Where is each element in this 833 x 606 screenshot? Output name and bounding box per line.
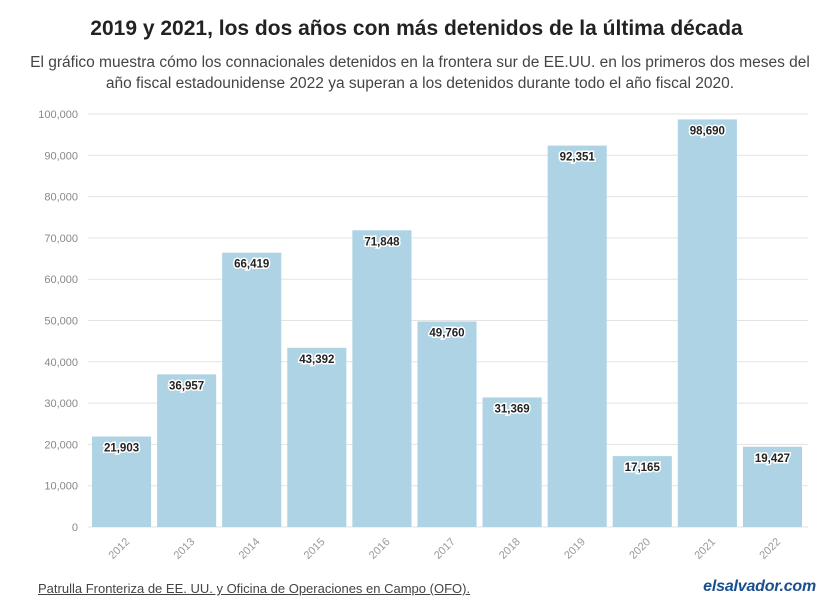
- x-tick-label: 2020: [627, 536, 653, 562]
- bar-2016: [352, 230, 412, 527]
- value-label: 36,957: [169, 380, 204, 392]
- value-label: 17,165: [625, 462, 661, 474]
- value-label: 21,903: [104, 443, 139, 455]
- chart-title: 2019 y 2021, los dos años con más deteni…: [90, 17, 743, 40]
- x-tick-label: 2018: [497, 536, 523, 562]
- y-tick-label: 90,000: [44, 150, 78, 162]
- x-tick-label: 2013: [172, 536, 198, 562]
- bar-2018: [482, 397, 542, 527]
- y-axis-ticks: 0 10,000 20,000 30,000 40,000 50,000 60,000 70,…: [38, 109, 78, 534]
- x-tick-label: 2012: [107, 536, 133, 562]
- bar-2020: [612, 456, 672, 527]
- x-tick-label: 2017: [432, 536, 458, 562]
- value-label: 71,848: [364, 236, 400, 248]
- chart-subtitle: El gráfico muestra cómo los connacionale…: [30, 54, 810, 92]
- bar-2022: [742, 446, 802, 527]
- value-label: 98,690: [690, 125, 725, 137]
- bar-2013: [157, 374, 217, 527]
- y-tick-label: 30,000: [44, 398, 78, 410]
- bar-2012: [92, 436, 152, 527]
- y-tick-label: 60,000: [44, 274, 78, 286]
- bar-2014: [222, 252, 282, 528]
- bar-2017: [417, 321, 477, 527]
- value-label: 43,392: [299, 354, 334, 366]
- x-tick-label: 2021: [692, 536, 718, 562]
- value-label: 31,369: [494, 403, 529, 415]
- y-tick-label: 80,000: [44, 192, 78, 204]
- x-tick-label: 2016: [367, 536, 393, 562]
- value-labels: 21,903 36,957 66,419 43,392 71,848 49,760 31,3…: [102, 124, 791, 476]
- x-tick-label: 2019: [562, 536, 588, 562]
- bar-chart: 0 10,000 20,000 30,000 40,000 50,000 60,000 70,…: [38, 109, 808, 562]
- x-axis-ticks: 2012 2013 2014 2015 2016 2017 2018 2019 2020 2021…: [107, 536, 784, 562]
- value-label: 66,419: [234, 259, 269, 271]
- y-tick-label: 100,000: [38, 109, 78, 121]
- y-tick-label: 20,000: [44, 439, 78, 451]
- bar-2015: [287, 347, 347, 527]
- y-tick-label: 50,000: [44, 316, 78, 328]
- value-label: 92,351: [560, 152, 596, 164]
- y-tick-label: 40,000: [44, 357, 78, 369]
- y-tick-label: 0: [72, 522, 78, 534]
- bars: [92, 119, 802, 528]
- x-tick-label: 2014: [237, 536, 263, 562]
- source-link[interactable]: Patrulla Fronteriza de EE. UU. y Oficina…: [38, 581, 471, 596]
- y-tick-label: 10,000: [44, 481, 78, 493]
- bar-2019: [547, 145, 607, 527]
- y-tick-label: 70,000: [44, 233, 78, 245]
- x-tick-label: 2022: [757, 536, 783, 562]
- value-label: 49,760: [429, 327, 464, 339]
- bar-2021: [677, 119, 737, 527]
- value-label: 19,427: [755, 453, 790, 465]
- brand-logo: elsalvador.com: [703, 578, 816, 595]
- x-tick-label: 2015: [302, 536, 328, 562]
